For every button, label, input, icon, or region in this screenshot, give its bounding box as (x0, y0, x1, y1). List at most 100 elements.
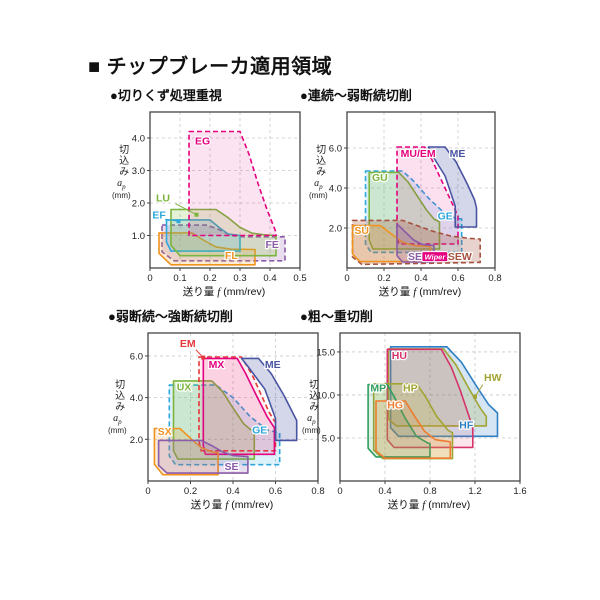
chart-cell-chip-control: ●切りくず処理重視 切込み ap (mm) 0 0.1 0.2 0.3 0.4 0.5 1.… (110, 88, 342, 299)
chart-title-chip-control: ●切りくず処理重視 (110, 88, 222, 103)
y-axis-symbol: ap (314, 178, 323, 191)
plot-frame (149, 111, 301, 269)
x-tick-label: 0.2 (184, 486, 197, 497)
region-label-MX: MX (209, 359, 225, 371)
x-tick-label: 0.8 (423, 486, 436, 497)
chart-title-rough-heavy: ●粗～重切削 (300, 309, 373, 324)
region-label-HU: HU (392, 350, 407, 362)
plot-interrupted: 0 0.2 0.4 0.6 0.8 2.0 4.0 6.0 EM MX ME UX SX GE SE (130, 332, 325, 497)
y-axis-title-kanji: 切込み (306, 379, 318, 412)
x-tick-label: 0.2 (377, 273, 390, 284)
region-label-EF: EF (152, 210, 166, 222)
x-tick-label: 0.8 (311, 486, 324, 497)
region-UX (172, 380, 256, 460)
x-tick-label: 0.4 (378, 486, 391, 497)
chart-cell-continuous: ●連続～弱断続切削 切込み ap (mm) 0 0.2 0.4 0.6 0.8 2.0 4.… (300, 88, 540, 299)
region-HP (372, 383, 454, 460)
y-axis-unit: (mm) (108, 426, 127, 436)
page-title-text: チップブレーカ適用領域 (106, 56, 333, 78)
y-tick-label: 10.0 (317, 390, 336, 401)
region-label-SE: SE (408, 251, 422, 263)
region-MX (202, 357, 276, 456)
y-tick-label: 5.0 (322, 433, 335, 444)
x-tick-label: 1.6 (513, 486, 526, 497)
y-axis-title: 切込み ap (mm) (112, 144, 131, 201)
region-label-GE: GE (252, 424, 267, 436)
region-ME (427, 146, 478, 228)
region-label-MU/EM: MU/EM (401, 148, 436, 160)
region-label-SEW: SEW (448, 251, 472, 263)
x-axis-title: 送り量 f (mm/rev) (190, 499, 274, 511)
x-tick-label: 0 (147, 273, 152, 284)
y-tick-label: 1.0 (132, 231, 145, 242)
y-tick-label: 2.0 (132, 199, 145, 210)
page-title: ■ チップブレーカ適用領域 (88, 50, 332, 79)
x-tick-label: 0.3 (233, 273, 246, 284)
region-FL (158, 232, 256, 266)
y-axis-title: 切込み ap (mm) (108, 379, 127, 436)
region-EG (188, 130, 277, 237)
x-axis-title: 送り量 f (mm/rev) (387, 499, 471, 511)
region-HF (389, 346, 499, 438)
y-axis-title-kanji: 切込み (116, 144, 128, 177)
y-tick-label: 3.0 (132, 166, 145, 177)
region-label-FE: FE (266, 239, 279, 251)
region-LU (170, 208, 277, 257)
y-tick-label: 2.0 (329, 224, 342, 235)
region-label-HP: HP (403, 383, 418, 395)
chart-title-interrupted: ●弱断続～強断続切削 (108, 309, 233, 324)
region-label-SX: SX (158, 426, 172, 438)
x-tick-label: 0.1 (173, 273, 186, 284)
x-tick-label: 1.2 (468, 486, 481, 497)
region-label-ME: ME (265, 359, 281, 371)
y-tick-label: 6.0 (329, 144, 342, 155)
region-label-GU: GU (372, 172, 388, 184)
region-label-HF: HF (459, 420, 474, 432)
x-tick-label: 0 (145, 486, 150, 497)
leader-dot (176, 219, 181, 224)
region-HW (387, 348, 488, 427)
y-tick-label: 4.0 (132, 134, 145, 145)
leader-dot (473, 394, 477, 399)
x-tick-label: 0 (344, 273, 349, 284)
region-label-EG: EG (195, 136, 210, 148)
y-axis-unit: (mm) (112, 191, 131, 201)
region-label-MP: MP (370, 383, 386, 395)
y-tick-label: 6.0 (130, 351, 143, 362)
region-HG (375, 400, 452, 459)
x-axis-title: 送り量 f (mm/rev) (182, 286, 266, 298)
region-label-GE: GE (438, 211, 453, 223)
y-tick-label: 15.0 (317, 347, 336, 358)
region-MU/EM (396, 146, 459, 245)
region-label-FL: FL (225, 250, 238, 262)
region-label-SU: SU (354, 225, 369, 237)
region-label-SE: SE (225, 461, 239, 473)
y-axis-title: 切込み ap (mm) (302, 379, 321, 436)
y-axis-title: 切込み ap (mm) (309, 144, 328, 201)
x-tick-label: 0.2 (203, 273, 216, 284)
leader-dot (201, 355, 206, 360)
region-label-UX: UX (177, 381, 192, 393)
leader-line (164, 218, 179, 222)
x-tick-label: 0.4 (414, 273, 427, 284)
region-label-HW: HW (484, 372, 502, 384)
wiper-badge (421, 251, 449, 263)
y-axis-symbol: ap (113, 413, 122, 426)
chart-title-continuous: ●連続～弱断続切削 (300, 88, 412, 103)
x-tick-label: 0.4 (263, 273, 276, 284)
y-tick-label: 4.0 (329, 184, 342, 195)
plot-continuous: 0 0.2 0.4 0.6 0.8 2.0 4.0 6.0 GU MU/EM ME GE SU SE Wip… (329, 111, 502, 284)
y-tick-label: 2.0 (130, 435, 143, 446)
region-label-HG: HG (387, 399, 403, 411)
region-MP (367, 383, 431, 458)
region-SU (351, 224, 432, 263)
y-axis-symbol: ap (307, 413, 316, 426)
x-axis-title: 送り量 f (mm/rev) (378, 286, 462, 298)
y-axis-title-kanji: 切込み (313, 144, 325, 177)
y-axis-title-kanji: 切込み (112, 379, 124, 412)
y-axis-unit: (mm) (309, 191, 328, 201)
x-tick-label: 0.6 (451, 273, 464, 284)
chart-cell-rough-heavy: ●粗～重切削 切込み ap (mm) 0 0.4 0.8 1.2 1.6 5.0 10.0 1… (300, 309, 562, 512)
x-tick-label: 0 (337, 486, 342, 497)
